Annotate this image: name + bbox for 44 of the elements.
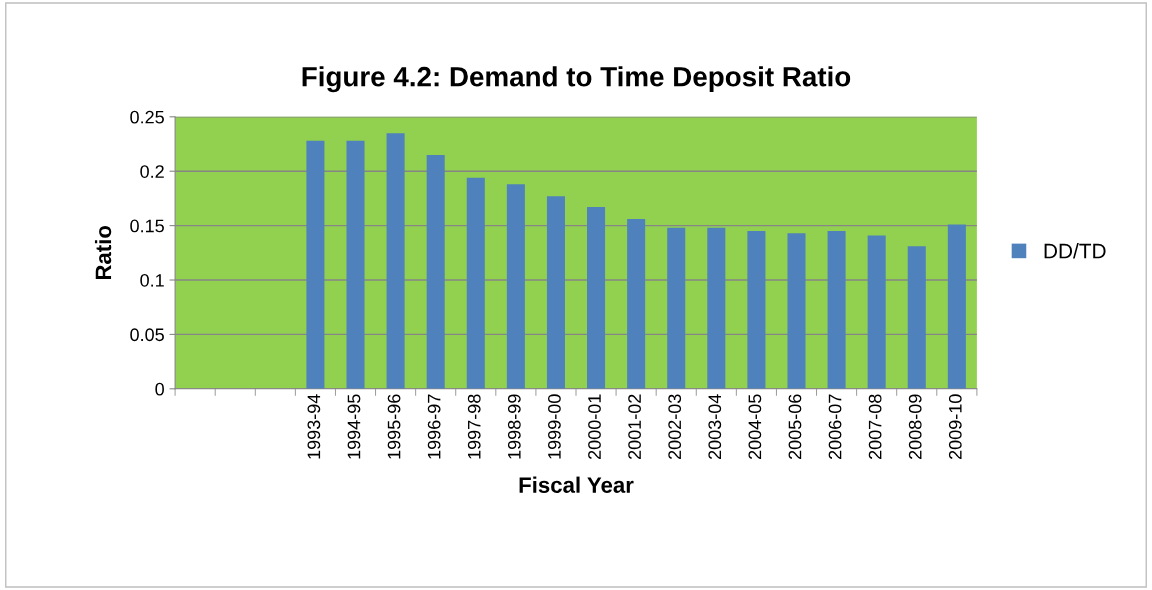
bar [426,154,445,389]
bar [386,133,405,389]
bar [587,207,606,389]
x-tick-label: 1999-00 [548,394,561,459]
x-tick-label: 2002-03 [668,394,682,460]
x-tick-label: 2006-07 [828,394,842,460]
y-tick-label: 0.05 [130,328,164,342]
x-tick-label: 1998-99 [507,394,521,459]
x-tick-label: 2004-05 [748,394,762,460]
x-tick-label: 1996-97 [427,394,441,459]
x-tick-label: 2003-04 [708,394,722,460]
bar [667,227,686,389]
y-tick-label: 0.1 [140,273,164,287]
x-tick-label: 2009-10 [948,394,962,460]
bar [466,177,485,389]
bar [747,231,766,389]
bar [707,227,726,389]
legend-label: DD/TD [1044,243,1106,259]
x-tick-label: 2000-01 [588,394,601,460]
bar [506,184,525,389]
x-tick-label: 2008-09 [908,394,922,460]
x-tick-label: 2005-06 [788,394,802,460]
x-axis-title: Fiscal Year [519,476,634,493]
bar [306,140,325,389]
y-tick-label: 0.15 [130,219,164,233]
bar [907,246,926,389]
bar [627,219,646,389]
bar [787,233,806,389]
bar [947,224,966,389]
y-tick-label: 0.25 [130,110,164,124]
x-tick-label: 1997-98 [467,394,481,459]
y-tick-label: 0.2 [140,165,164,178]
bar [346,140,365,389]
x-tick-label: 1994-95 [347,394,361,459]
bar [867,235,886,389]
chart-title: Figure 4.2: Demand to Time Deposit Ratio [302,66,851,93]
x-tick-label: 1993-94 [307,394,321,459]
y-tick-label: 0 [155,382,164,396]
x-tick-label: 1995-96 [387,394,401,459]
bar [827,231,846,389]
bar [546,196,565,389]
x-tick-label: 2007-08 [868,394,882,460]
y-axis-title: Ratio [94,225,112,280]
x-tick-label: 2001-02 [628,394,641,460]
